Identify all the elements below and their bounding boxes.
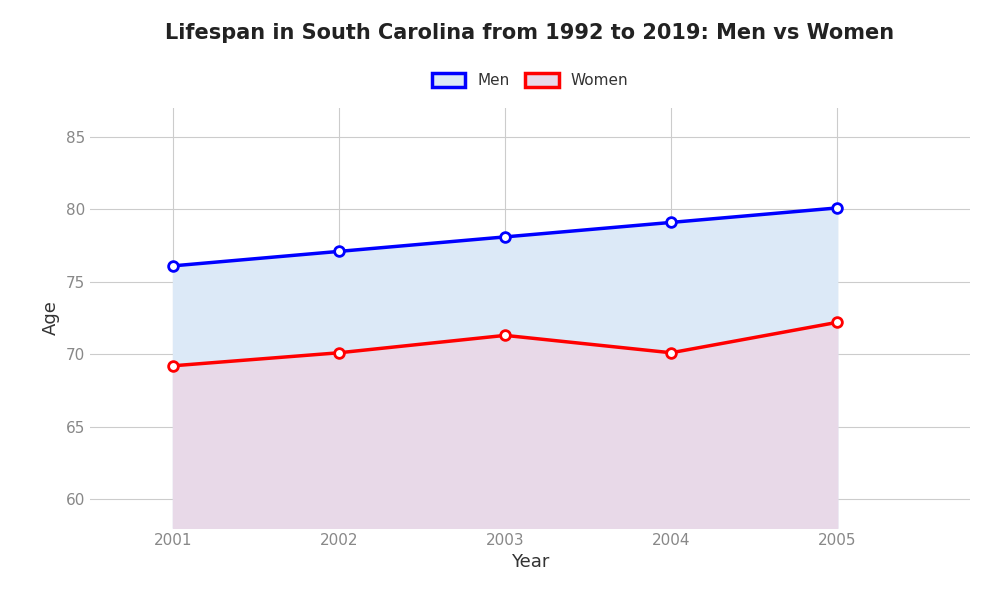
Legend: Men, Women: Men, Women	[424, 65, 636, 95]
Title: Lifespan in South Carolina from 1992 to 2019: Men vs Women: Lifespan in South Carolina from 1992 to …	[165, 23, 895, 43]
X-axis label: Year: Year	[511, 553, 549, 571]
Y-axis label: Age: Age	[42, 301, 60, 335]
